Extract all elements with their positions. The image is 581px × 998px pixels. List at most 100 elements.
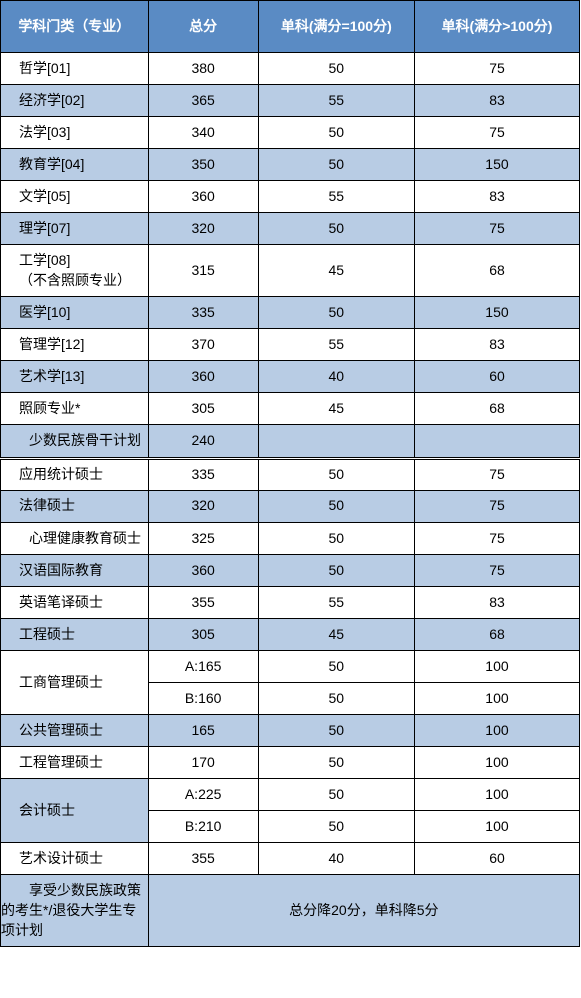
row-label: 文学[05] <box>1 181 149 213</box>
score-table: 学科门类（专业） 总分 单科(满分=100分) 单科(满分>100分) 哲学[0… <box>0 0 580 947</box>
row-subgt100: 100 <box>414 715 579 747</box>
table-row: 照顾专业*3054568 <box>1 393 580 425</box>
row-sub100: 50 <box>258 747 414 779</box>
row-subgt100: 83 <box>414 181 579 213</box>
table-row: 教育学[04]35050150 <box>1 149 580 181</box>
table-row: 艺术设计硕士3554060 <box>1 843 580 875</box>
row-total: 335 <box>148 297 258 329</box>
row-subgt100: 75 <box>414 458 579 490</box>
row-total: 325 <box>148 522 258 555</box>
header-sub100: 单科(满分=100分) <box>258 1 414 53</box>
row-label: 法学[03] <box>1 117 149 149</box>
table-row: 英语笔译硕士3555583 <box>1 587 580 619</box>
row-label: 艺术学[13] <box>1 361 149 393</box>
row-total: 340 <box>148 117 258 149</box>
row-label: 英语笔译硕士 <box>1 587 149 619</box>
row-label: 少数民族骨干计划 <box>1 425 149 459</box>
table-row: 应用统计硕士3355075 <box>1 458 580 490</box>
table-row: 医学[10]33550150 <box>1 297 580 329</box>
row-sub100: 45 <box>258 619 414 651</box>
row-subgt100: 100 <box>414 683 579 715</box>
row-label: 法律硕士 <box>1 490 149 522</box>
row-total: 355 <box>148 587 258 619</box>
row-label: 工商管理硕士 <box>1 651 149 715</box>
row-sub100: 45 <box>258 393 414 425</box>
row-subgt100: 60 <box>414 843 579 875</box>
table-row: 法学[03]3405075 <box>1 117 580 149</box>
row-label: 工学[08] （不含照顾专业） <box>1 245 149 297</box>
row-subgt100: 75 <box>414 117 579 149</box>
footnote-text: 总分降20分，单科降5分 <box>148 875 579 947</box>
row-sub100: 50 <box>258 555 414 587</box>
row-subgt100: 100 <box>414 811 579 843</box>
row-total: 360 <box>148 555 258 587</box>
footnote-label: 享受少数民族政策的考生*/退役大学生专项计划 <box>1 875 149 947</box>
table-row: 汉语国际教育3605075 <box>1 555 580 587</box>
row-subgt100: 68 <box>414 393 579 425</box>
footnote-row: 享受少数民族政策的考生*/退役大学生专项计划总分降20分，单科降5分 <box>1 875 580 947</box>
table-row: 管理学[12]3705583 <box>1 329 580 361</box>
row-sub100: 55 <box>258 587 414 619</box>
row-sub100: 40 <box>258 361 414 393</box>
row-label: 公共管理硕士 <box>1 715 149 747</box>
row-subgt100: 75 <box>414 555 579 587</box>
row-total: B:160 <box>148 683 258 715</box>
table-row: 经济学[02]3655583 <box>1 85 580 117</box>
row-subgt100: 60 <box>414 361 579 393</box>
row-label: 应用统计硕士 <box>1 458 149 490</box>
row-subgt100: 75 <box>414 53 579 85</box>
row-total: 335 <box>148 458 258 490</box>
row-total: 380 <box>148 53 258 85</box>
row-subgt100: 68 <box>414 245 579 297</box>
row-total: A:165 <box>148 651 258 683</box>
header-discipline: 学科门类（专业） <box>1 1 149 53</box>
row-label: 哲学[01] <box>1 53 149 85</box>
table-row: 文学[05]3605583 <box>1 181 580 213</box>
header-subgt100: 单科(满分>100分) <box>414 1 579 53</box>
row-subgt100: 150 <box>414 149 579 181</box>
row-subgt100: 75 <box>414 490 579 522</box>
header-row: 学科门类（专业） 总分 单科(满分=100分) 单科(满分>100分) <box>1 1 580 53</box>
row-sub100: 45 <box>258 245 414 297</box>
table-row: 法律硕士3205075 <box>1 490 580 522</box>
row-subgt100 <box>414 425 579 459</box>
row-label: 医学[10] <box>1 297 149 329</box>
table-row: 工学[08] （不含照顾专业）3154568 <box>1 245 580 297</box>
row-label: 照顾专业* <box>1 393 149 425</box>
row-total: 165 <box>148 715 258 747</box>
row-label: 教育学[04] <box>1 149 149 181</box>
row-sub100: 50 <box>258 297 414 329</box>
row-total: 370 <box>148 329 258 361</box>
row-total: 320 <box>148 490 258 522</box>
row-label: 汉语国际教育 <box>1 555 149 587</box>
row-subgt100: 150 <box>414 297 579 329</box>
row-total: 320 <box>148 213 258 245</box>
row-sub100: 40 <box>258 843 414 875</box>
row-total: A:225 <box>148 779 258 811</box>
table-row: 工商管理硕士A:16550100 <box>1 651 580 683</box>
table-row: 哲学[01]3805075 <box>1 53 580 85</box>
row-sub100: 55 <box>258 85 414 117</box>
row-total: 350 <box>148 149 258 181</box>
header-total: 总分 <box>148 1 258 53</box>
row-sub100 <box>258 425 414 459</box>
row-sub100: 50 <box>258 522 414 555</box>
row-label: 艺术设计硕士 <box>1 843 149 875</box>
row-subgt100: 83 <box>414 587 579 619</box>
table-row: 心理健康教育硕士3255075 <box>1 522 580 555</box>
row-subgt100: 83 <box>414 85 579 117</box>
row-sub100: 50 <box>258 149 414 181</box>
row-sub100: 50 <box>258 651 414 683</box>
row-sub100: 55 <box>258 181 414 213</box>
row-label: 工程硕士 <box>1 619 149 651</box>
row-subgt100: 100 <box>414 779 579 811</box>
table-row: 会计硕士A:22550100 <box>1 779 580 811</box>
row-sub100: 50 <box>258 779 414 811</box>
row-total: 305 <box>148 393 258 425</box>
row-sub100: 50 <box>258 117 414 149</box>
row-sub100: 50 <box>258 458 414 490</box>
row-subgt100: 100 <box>414 747 579 779</box>
row-total: 365 <box>148 85 258 117</box>
table-row: 少数民族骨干计划240 <box>1 425 580 459</box>
row-label: 管理学[12] <box>1 329 149 361</box>
